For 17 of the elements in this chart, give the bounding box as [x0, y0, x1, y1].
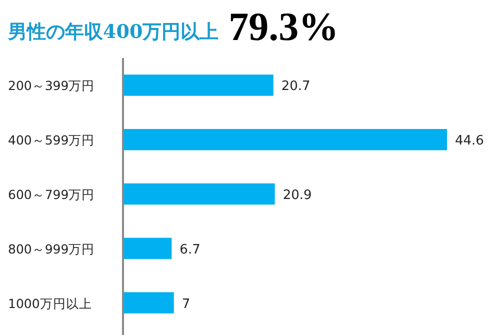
data-label: 20.9	[282, 188, 312, 203]
y-tick-label: 400～599万円	[8, 132, 95, 148]
y-tick-label: 200～399万円	[8, 78, 95, 94]
y-tick-label: 1000万円以上	[8, 296, 92, 311]
bar	[123, 292, 174, 314]
bar	[123, 183, 275, 205]
chart-subtitle: 79.3%	[228, 4, 339, 49]
y-tick-label: 800～999万円	[8, 241, 95, 256]
bar	[123, 128, 447, 150]
bar	[123, 74, 274, 96]
data-label: 6.7	[180, 242, 200, 258]
data-label: 44.6	[455, 134, 484, 149]
data-label: 7	[182, 296, 190, 312]
data-label: 20.7	[281, 79, 310, 94]
y-tick-label: 600～799万円	[8, 187, 95, 202]
bar	[123, 238, 172, 260]
chart-title: 男性の年収400万円以上	[7, 21, 219, 43]
